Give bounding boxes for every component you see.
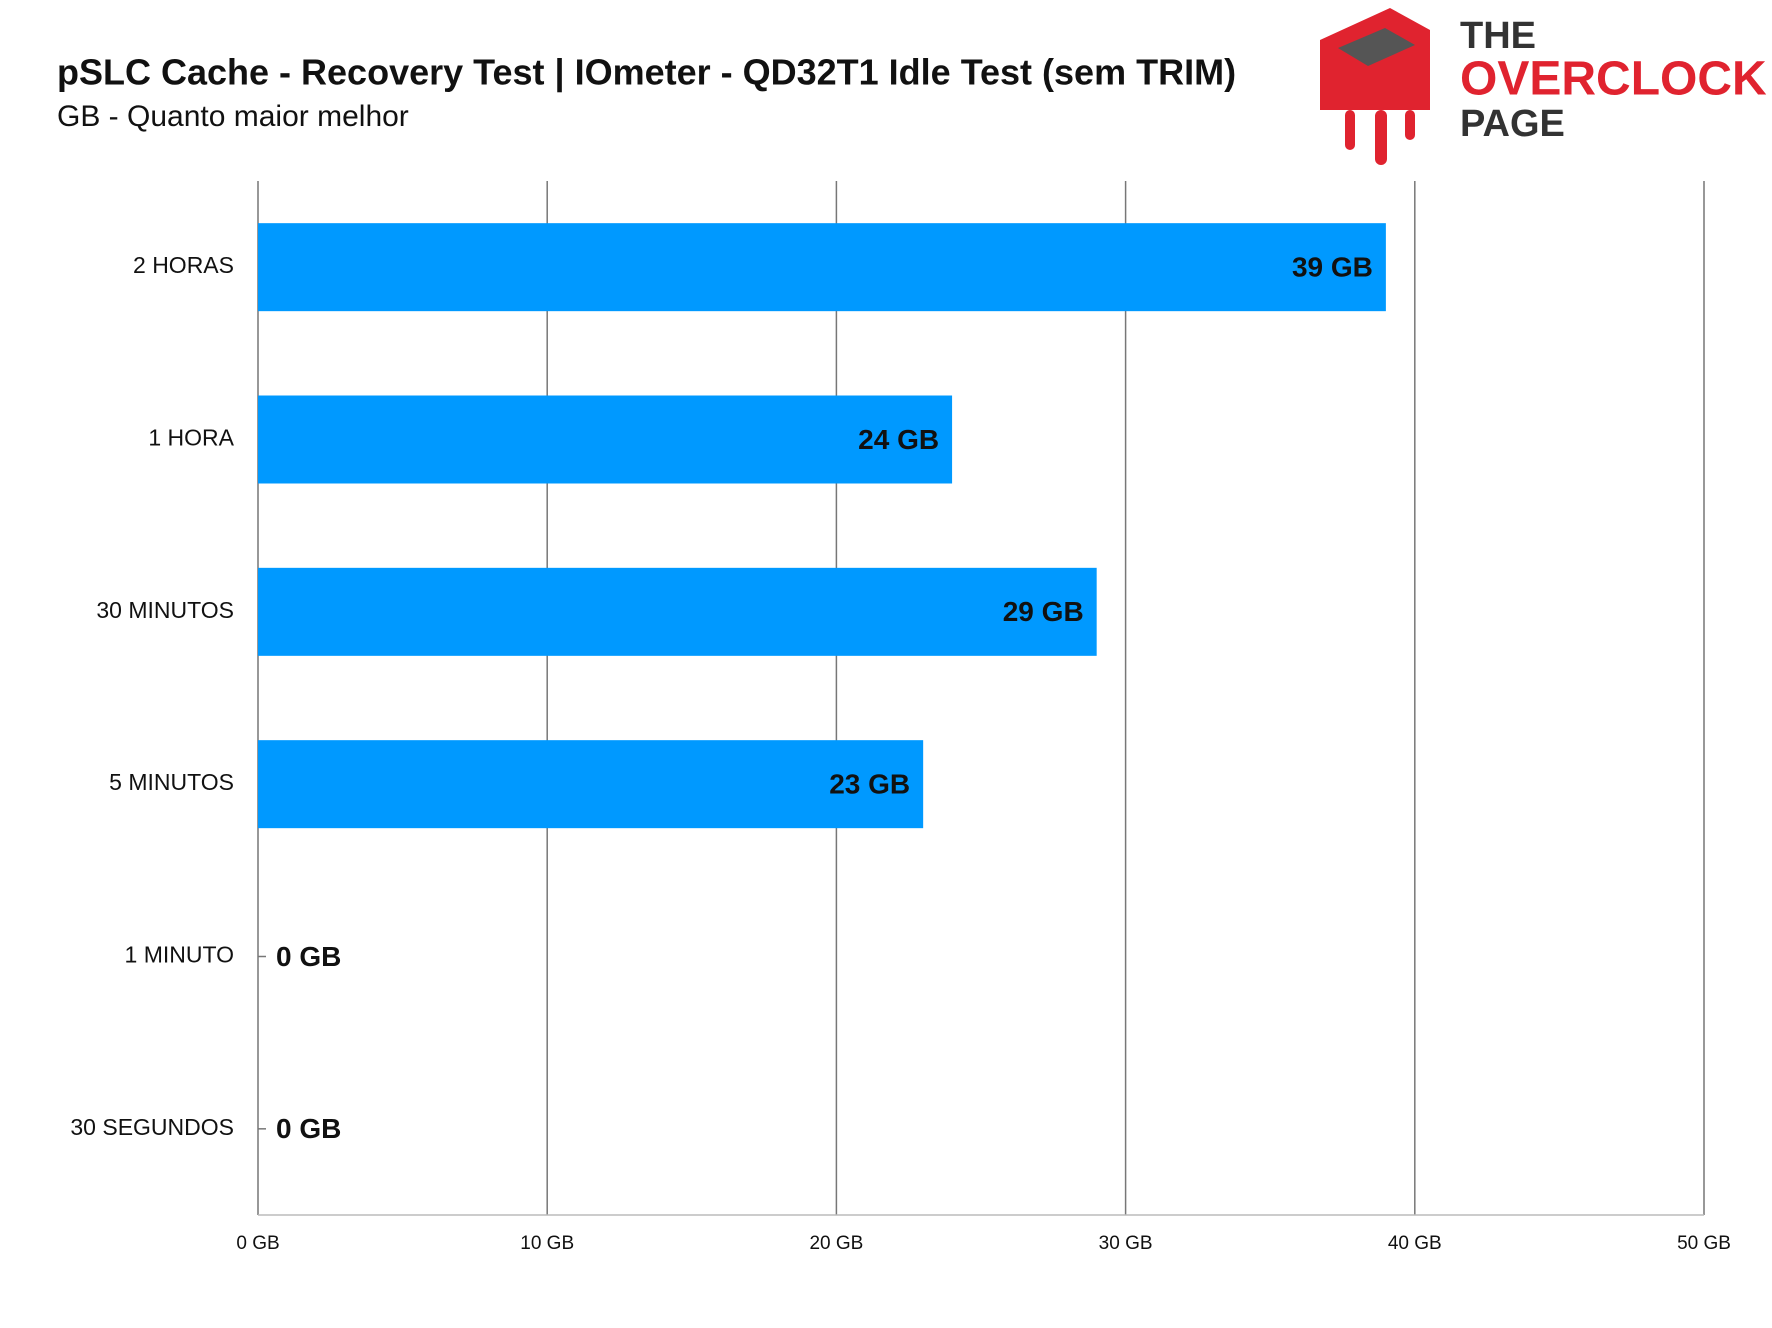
x-tick-label: 20 GB [809,1233,863,1254]
value-label: 24 GB [858,424,939,455]
bar [258,395,953,484]
y-tick-label: 30 SEGUNDOS [70,1114,234,1140]
value-label: 0 GB [276,1113,341,1144]
x-tick-label: 50 GB [1677,1233,1731,1254]
bar [258,567,1097,656]
x-tick-label: 30 GB [1099,1233,1153,1254]
y-tick-label: 2 HORAS [133,252,234,278]
logo-chip [1338,28,1415,66]
logo-text: THE [1460,15,1536,57]
logo-text: OVERCLOCK [1460,53,1767,106]
x-tick-label: 0 GB [236,1233,279,1254]
value-label: 29 GB [1003,596,1084,627]
logo-drip [1375,110,1387,165]
y-tick-label: 30 MINUTOS [96,597,234,623]
logo: THE OVERCLOCK PAGE [1320,8,1767,165]
value-label: 39 GB [1292,252,1373,283]
logo-text: PAGE [1460,103,1565,145]
y-tick-label: 1 MINUTO [125,942,234,968]
logo-drip [1345,110,1355,150]
x-tick-label: 40 GB [1388,1233,1442,1254]
bar [258,740,924,829]
chart-subtitle: GB - Quanto maior melhor [57,100,409,133]
x-tick-label: 10 GB [520,1233,574,1254]
y-tick-label: 5 MINUTOS [109,769,234,795]
bar [258,223,1386,312]
chart-title: pSLC Cache - Recovery Test | IOmeter - Q… [57,52,1236,94]
logo-drip [1405,110,1415,140]
value-label: 0 GB [276,941,341,972]
value-label: 23 GB [829,769,910,800]
y-tick-label: 1 HORA [148,425,234,451]
